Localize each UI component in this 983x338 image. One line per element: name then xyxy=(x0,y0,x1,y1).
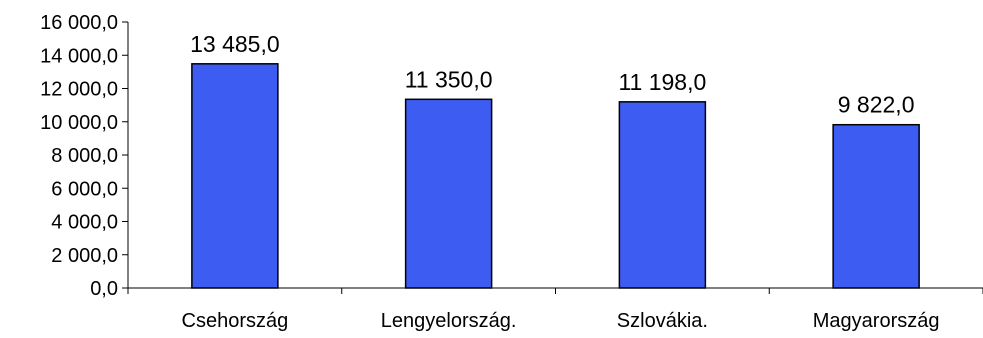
category-labels: Csehország Lengyelország. Szlovákia. Magyar… xyxy=(182,310,940,332)
bar-series xyxy=(191,63,920,289)
bar xyxy=(832,123,920,289)
category-label: Szlovákia. xyxy=(617,310,708,332)
y-tick-label: 6 000,0 xyxy=(51,178,118,200)
bar-value-label: 11 198,0 xyxy=(618,69,706,95)
y-axis-ticks: 0,0 2 000,0 4 000,0 6 000,0 8 000,0 10 000,0 1… xyxy=(40,12,983,300)
category-label: Lengyelország. xyxy=(381,310,517,332)
category-label: Magyarország xyxy=(813,310,940,332)
bar-value-label: 9 822,0 xyxy=(838,92,915,118)
bar xyxy=(191,63,279,289)
y-tick-label: 12 000,0 xyxy=(40,79,118,101)
y-tick-label: 8 000,0 xyxy=(51,145,118,167)
y-tick-label: 4 000,0 xyxy=(51,212,118,234)
bar xyxy=(618,101,707,289)
y-tick-label: 14 000,0 xyxy=(40,45,118,67)
bar xyxy=(404,98,493,289)
y-tick-label: 2 000,0 xyxy=(51,245,118,267)
bar-value-label: 11 350,0 xyxy=(405,66,493,92)
y-tick-label: 0,0 xyxy=(90,278,118,300)
category-label: Csehország xyxy=(182,310,289,332)
data-labels: 13 485,0 11 350,0 11 198,0 9 822,0 xyxy=(190,31,914,118)
y-tick-label: 16 000,0 xyxy=(40,12,118,34)
y-tick-label: 10 000,0 xyxy=(40,112,118,134)
bar-value-label: 13 485,0 xyxy=(190,31,280,57)
